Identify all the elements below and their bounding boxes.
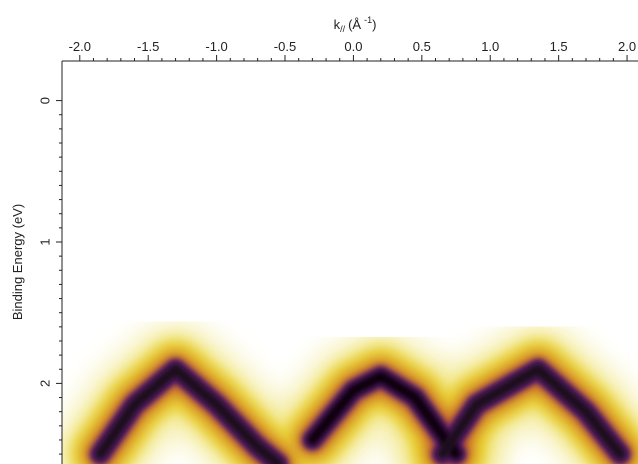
band: [306, 370, 463, 461]
plot-area: [62, 324, 638, 464]
y-tick-label: 2: [37, 380, 52, 387]
y-axis-label: Binding Energy (eV): [10, 204, 25, 320]
x-tick-label: 1.5: [550, 39, 568, 54]
x-label-sup: -1: [364, 15, 372, 25]
band: [94, 363, 285, 464]
x-label-close: ): [372, 17, 376, 32]
band: [436, 363, 627, 461]
x-tick-label: -2.0: [69, 39, 91, 54]
y-tick-label: 0: [37, 97, 52, 104]
x-tick-label: 2.0: [618, 39, 636, 54]
x-tick-label: 0.0: [344, 39, 362, 54]
y-tick-label: 1: [37, 238, 52, 245]
x-tick-label: 0.5: [413, 39, 431, 54]
axes: [61, 60, 638, 464]
x-tick-label: -0.5: [274, 39, 296, 54]
x-tick-label: -1.5: [137, 39, 159, 54]
x-tick-label: 1.0: [481, 39, 499, 54]
x-label-open: (Å: [348, 17, 361, 32]
x-axis-label: k//(Å -1): [334, 15, 377, 34]
x-label-sub: //: [340, 24, 346, 34]
x-label-base: k: [334, 17, 341, 32]
x-tick-label: -1.0: [205, 39, 227, 54]
